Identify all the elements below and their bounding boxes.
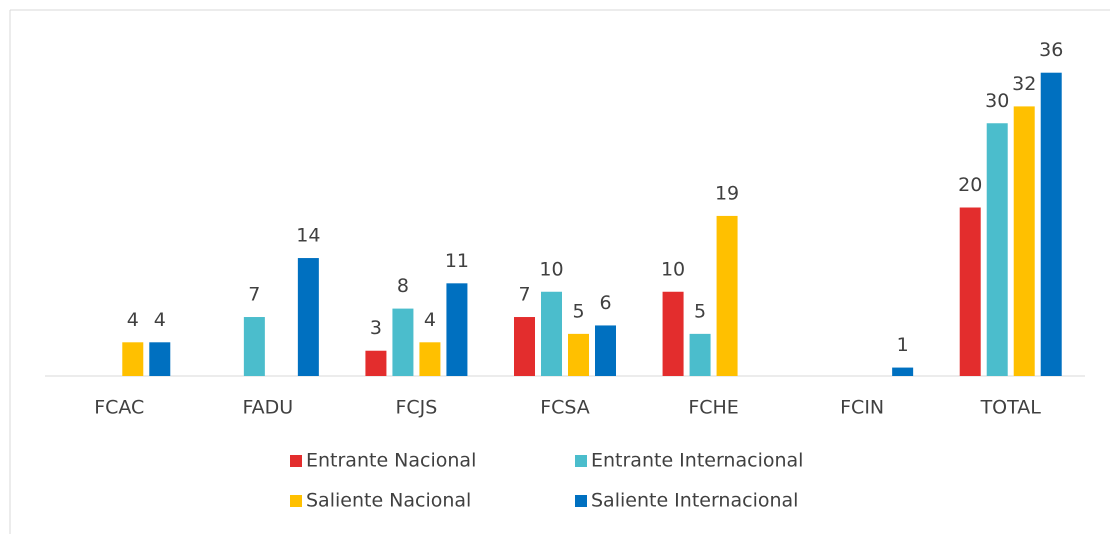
bar [122, 342, 144, 376]
bar [959, 207, 981, 376]
bar [392, 308, 414, 376]
bar [662, 291, 684, 376]
data-label: 10 [539, 258, 563, 280]
bar [446, 283, 468, 376]
data-label: 11 [445, 250, 469, 272]
bar [514, 317, 535, 376]
bar [986, 123, 1008, 376]
legend-swatch [290, 455, 302, 467]
bar [595, 325, 616, 376]
bar [689, 333, 711, 376]
data-label: 30 [985, 90, 1009, 112]
bar [149, 342, 171, 376]
data-label: 20 [958, 174, 982, 196]
bar [1013, 106, 1035, 377]
bar [541, 291, 562, 376]
x-tick-label: FCSA [540, 397, 590, 419]
x-tick-label: TOTAL [980, 397, 1042, 419]
x-tick-label: FADU [242, 397, 293, 419]
x-tick-label: FCJS [395, 397, 437, 419]
data-label: 3 [370, 317, 382, 339]
bar [716, 215, 738, 376]
data-label: 7 [518, 284, 530, 306]
data-label: 1 [897, 334, 909, 356]
bar [892, 367, 914, 376]
data-label: 19 [715, 182, 739, 204]
bar [419, 342, 441, 376]
data-label: 36 [1039, 39, 1063, 61]
data-label: 5 [572, 300, 584, 322]
data-label: 4 [127, 309, 139, 331]
legend-label: Saliente Nacional [306, 490, 471, 512]
legend-label: Entrante Internacional [591, 450, 803, 472]
legend-label: Entrante Nacional [306, 450, 476, 472]
bar [1040, 72, 1062, 376]
x-tick-label: FCHE [688, 397, 739, 419]
bar [297, 258, 319, 376]
bar [365, 350, 387, 376]
x-tick-label: FCIN [840, 397, 884, 419]
data-label: 5 [694, 300, 706, 322]
data-label: 6 [599, 292, 611, 314]
data-label: 14 [296, 225, 320, 247]
legend-swatch [290, 495, 302, 507]
legend-swatch [575, 495, 587, 507]
data-label: 32 [1012, 73, 1036, 95]
legend-label: Saliente Internacional [591, 490, 798, 512]
bar [243, 317, 265, 376]
data-label: 8 [397, 275, 409, 297]
data-label: 10 [661, 258, 685, 280]
data-label: 7 [248, 284, 260, 306]
data-label: 4 [424, 309, 436, 331]
legend-swatch [575, 455, 587, 467]
bar [568, 333, 589, 376]
x-tick-label: FCAC [94, 397, 144, 419]
data-label: 4 [154, 309, 166, 331]
